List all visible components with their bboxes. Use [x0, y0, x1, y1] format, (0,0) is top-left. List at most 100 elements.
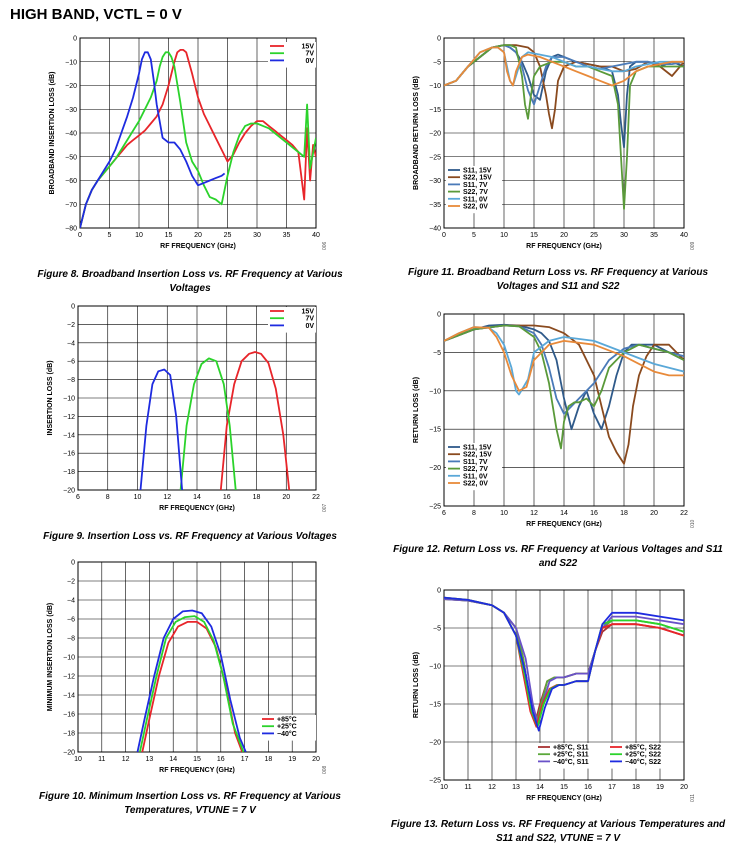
x-tick-label: 19: [656, 784, 664, 791]
y-tick-label: −25: [429, 778, 441, 785]
legend-item: 15V: [270, 309, 314, 316]
y-tick-label: −10: [65, 59, 77, 66]
series-line-2: [136, 609, 247, 752]
series-line-5: [444, 46, 684, 87]
figure-caption: Figure 10. Minimum Insertion Loss vs. RF…: [39, 791, 341, 816]
figure-code: 010: [690, 519, 696, 528]
y-tick-label: −5: [433, 626, 441, 633]
series-line-3: [444, 44, 684, 210]
legend-item: S11, 15V: [448, 445, 492, 452]
legend-label: +25°C, S22: [625, 751, 661, 759]
figure-code: 009: [690, 241, 696, 250]
y-tick-label: −10: [429, 664, 441, 671]
y-tick-label: −20: [429, 131, 441, 138]
grid: [77, 561, 317, 753]
x-tick-label: 20: [650, 510, 658, 517]
series-line-5: [444, 326, 684, 392]
y-tick-label: −40: [65, 131, 77, 138]
x-tick-label: 18: [253, 494, 261, 501]
x-tick-label: 16: [217, 756, 225, 763]
x-tick-label: 6: [442, 510, 446, 517]
legend-item: S11, 7V: [448, 182, 488, 189]
y-tick-label: −20: [63, 488, 75, 495]
y-tick-label: −6: [67, 617, 75, 624]
series-line-1: [80, 51, 316, 228]
legend-item: −40°C: [262, 730, 297, 738]
y-tick-label: −12: [63, 674, 75, 681]
series-line-1: [444, 324, 684, 465]
y-tick-label: −5: [433, 350, 441, 357]
figure-caption: Figure 13. Return Loss vs. RF Frequency …: [390, 819, 726, 844]
y-tick-label: −2: [67, 579, 75, 586]
legend-item: S22, 15V: [448, 452, 492, 459]
legend-label: S11, 15V: [463, 445, 492, 452]
x-axis-label: RF FREQUENCY (GHz): [526, 521, 602, 528]
y-tick-label: 0: [437, 36, 441, 43]
x-tick-label: 12: [122, 756, 130, 763]
y-tick-label: 0: [71, 304, 75, 311]
legend-label: S22, 15V: [463, 175, 492, 182]
y-tick-label: −30: [429, 178, 441, 185]
figure-code: 006: [322, 241, 328, 250]
x-tick-label: 20: [560, 232, 568, 239]
legend-label: +85°C: [277, 716, 297, 724]
y-axis-label: MINIMUM INSERTION LOSS (dB): [47, 603, 54, 712]
x-tick-label: 22: [312, 494, 320, 501]
legend-label: +85°C, S22: [625, 744, 661, 752]
series-line-3: [444, 324, 684, 450]
legend-label: S11, 0V: [463, 473, 488, 480]
legend-label: −40°C: [277, 730, 297, 738]
x-tick-label: 18: [265, 756, 273, 763]
legend-item: S22, 15V: [448, 175, 492, 182]
legend-item: S11, 15V: [448, 168, 492, 175]
x-tick-label: 16: [584, 784, 592, 791]
y-tick-label: −80: [65, 226, 77, 233]
x-tick-label: 8: [106, 494, 110, 501]
series-line-1: [139, 615, 245, 752]
legend-label: 7V: [305, 316, 314, 323]
plot-frame: [77, 305, 317, 491]
x-tick-label: 19: [288, 756, 296, 763]
x-tick-label: 12: [488, 784, 496, 791]
y-axis-label: INSERTION LOSS (dB): [47, 360, 54, 435]
series-line-2: [139, 368, 183, 490]
legend-label: +85°C, S11: [553, 744, 589, 752]
legend-item: +25°C: [262, 723, 297, 731]
x-tick-label: 11: [464, 784, 471, 791]
x-tick-label: 0: [442, 232, 446, 239]
y-tick-label: −20: [63, 750, 75, 757]
y-tick-label: −2: [67, 322, 75, 329]
y-tick-label: −15: [429, 702, 441, 709]
legend-label: +25°C, S11: [553, 751, 589, 759]
x-tick-label: 17: [608, 784, 616, 791]
legend-item: 7V: [270, 51, 314, 58]
series-group: [136, 609, 247, 752]
legend-label: −40°C, S11: [553, 758, 589, 766]
plot-frame: [443, 37, 685, 229]
legend-label: S22, 7V: [463, 466, 488, 473]
y-tick-label: −70: [65, 202, 77, 209]
x-tick-label: 18: [620, 510, 628, 517]
y-tick-label: −4: [67, 598, 75, 605]
x-tick-label: 20: [194, 232, 202, 239]
legend-item: S11, 0V: [448, 196, 488, 203]
x-tick-label: 20: [282, 494, 290, 501]
x-tick-label: 10: [74, 756, 82, 763]
legend-item: +25°C, S22: [610, 751, 661, 759]
y-tick-label: −8: [67, 636, 75, 643]
legend-background: [536, 743, 680, 769]
x-tick-label: 15: [530, 232, 538, 239]
y-tick-label: −50: [65, 154, 77, 161]
y-tick-label: −60: [65, 178, 77, 185]
legend-label: +25°C: [277, 723, 297, 731]
y-axis-label: RETURN LOSS (dB): [413, 652, 420, 718]
y-tick-label: −5: [433, 59, 441, 66]
legend-item: −40°C, S11: [538, 758, 589, 766]
x-tick-label: 25: [590, 232, 598, 239]
legend-item: S11, 7V: [448, 459, 488, 466]
x-tick-label: 35: [283, 232, 291, 239]
plot-frame: [77, 561, 317, 753]
